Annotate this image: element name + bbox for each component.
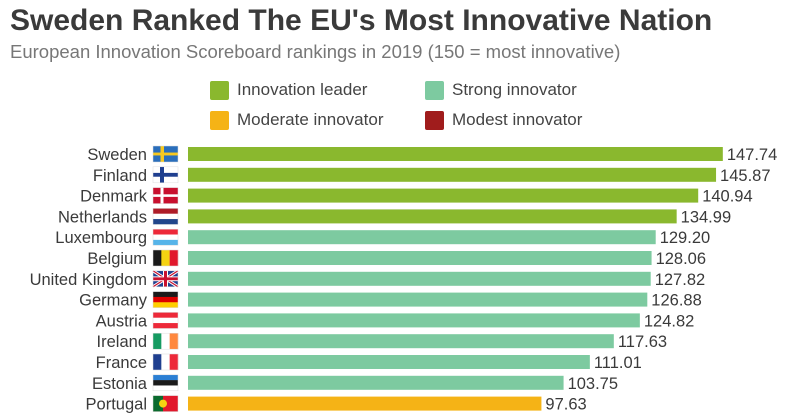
value-label: 111.01 [594, 354, 642, 372]
legend-swatch-modest-innovator [425, 111, 444, 130]
bar-finland [188, 167, 717, 182]
country-label: Belgium [87, 250, 147, 268]
germany-flag-icon [152, 291, 179, 308]
bar-united-kingdom [188, 271, 651, 286]
ireland-flag-icon [152, 332, 179, 350]
country-label: Sweden [87, 146, 147, 164]
country-label: Estonia [92, 375, 148, 393]
austria-flag-icon [152, 312, 179, 329]
legend-swatch-moderate-innovator [210, 111, 229, 130]
value-label: 127.82 [655, 271, 705, 289]
portugal-flag-icon [152, 395, 179, 412]
netherlands-flag-icon [152, 208, 179, 225]
belgium-flag-icon [152, 249, 179, 267]
legend: Innovation leader Strong innovator Moder… [0, 0, 800, 140]
value-label: 124.82 [644, 312, 694, 330]
value-label: 97.63 [545, 396, 586, 414]
value-label: 147.74 [727, 146, 777, 164]
legend-label: Moderate innovator [237, 110, 384, 129]
bar-luxembourg [188, 230, 656, 245]
luxembourg-flag-icon [152, 228, 179, 246]
value-label: 117.63 [618, 333, 667, 351]
bar-estonia [188, 375, 564, 390]
finland-flag-icon [152, 166, 179, 184]
country-label: Ireland [97, 333, 147, 351]
country-label: Austria [96, 312, 148, 330]
value-label: 103.75 [568, 375, 618, 393]
sweden-flag-icon [152, 145, 179, 163]
legend-label: Strong innovator [452, 80, 577, 99]
country-label: United Kingdom [30, 271, 147, 289]
denmark-flag-icon [152, 187, 179, 204]
legend-swatch-strong-innovator [425, 81, 444, 100]
country-label: Portugal [86, 396, 147, 414]
legend-label: Modest innovator [452, 110, 583, 129]
country-label: France [96, 354, 147, 372]
country-label: Luxembourg [55, 229, 147, 247]
legend-label: Innovation leader [237, 80, 368, 99]
value-label: 126.88 [651, 292, 701, 310]
france-flag-icon [152, 353, 179, 371]
value-label: 129.20 [660, 229, 710, 247]
value-label: 140.94 [702, 188, 752, 206]
bar-netherlands [188, 209, 677, 224]
country-label: Finland [93, 167, 147, 185]
country-label: Netherlands [58, 208, 147, 226]
value-label: 128.06 [656, 250, 706, 268]
bar-france [188, 355, 590, 369]
value-label: 145.87 [720, 167, 770, 185]
country-label: Denmark [80, 188, 148, 206]
bar-germany [188, 292, 648, 307]
country-label: Germany [79, 292, 148, 310]
estonia-flag-icon [152, 374, 179, 392]
chart-subtitle: European Innovation Scoreboard rankings … [10, 41, 621, 62]
legend-swatch-innovation-leader [210, 81, 229, 100]
bar-belgium [188, 251, 652, 265]
bar-sweden [188, 147, 723, 161]
bar-ireland [188, 334, 614, 349]
value-label: 134.99 [681, 208, 731, 226]
chart-title: Sweden Ranked The EU's Most Innovative N… [10, 4, 713, 37]
bar-denmark [188, 188, 699, 203]
bar-portugal [188, 396, 542, 411]
uk-flag-icon [152, 269, 179, 289]
bar-austria [188, 313, 640, 328]
